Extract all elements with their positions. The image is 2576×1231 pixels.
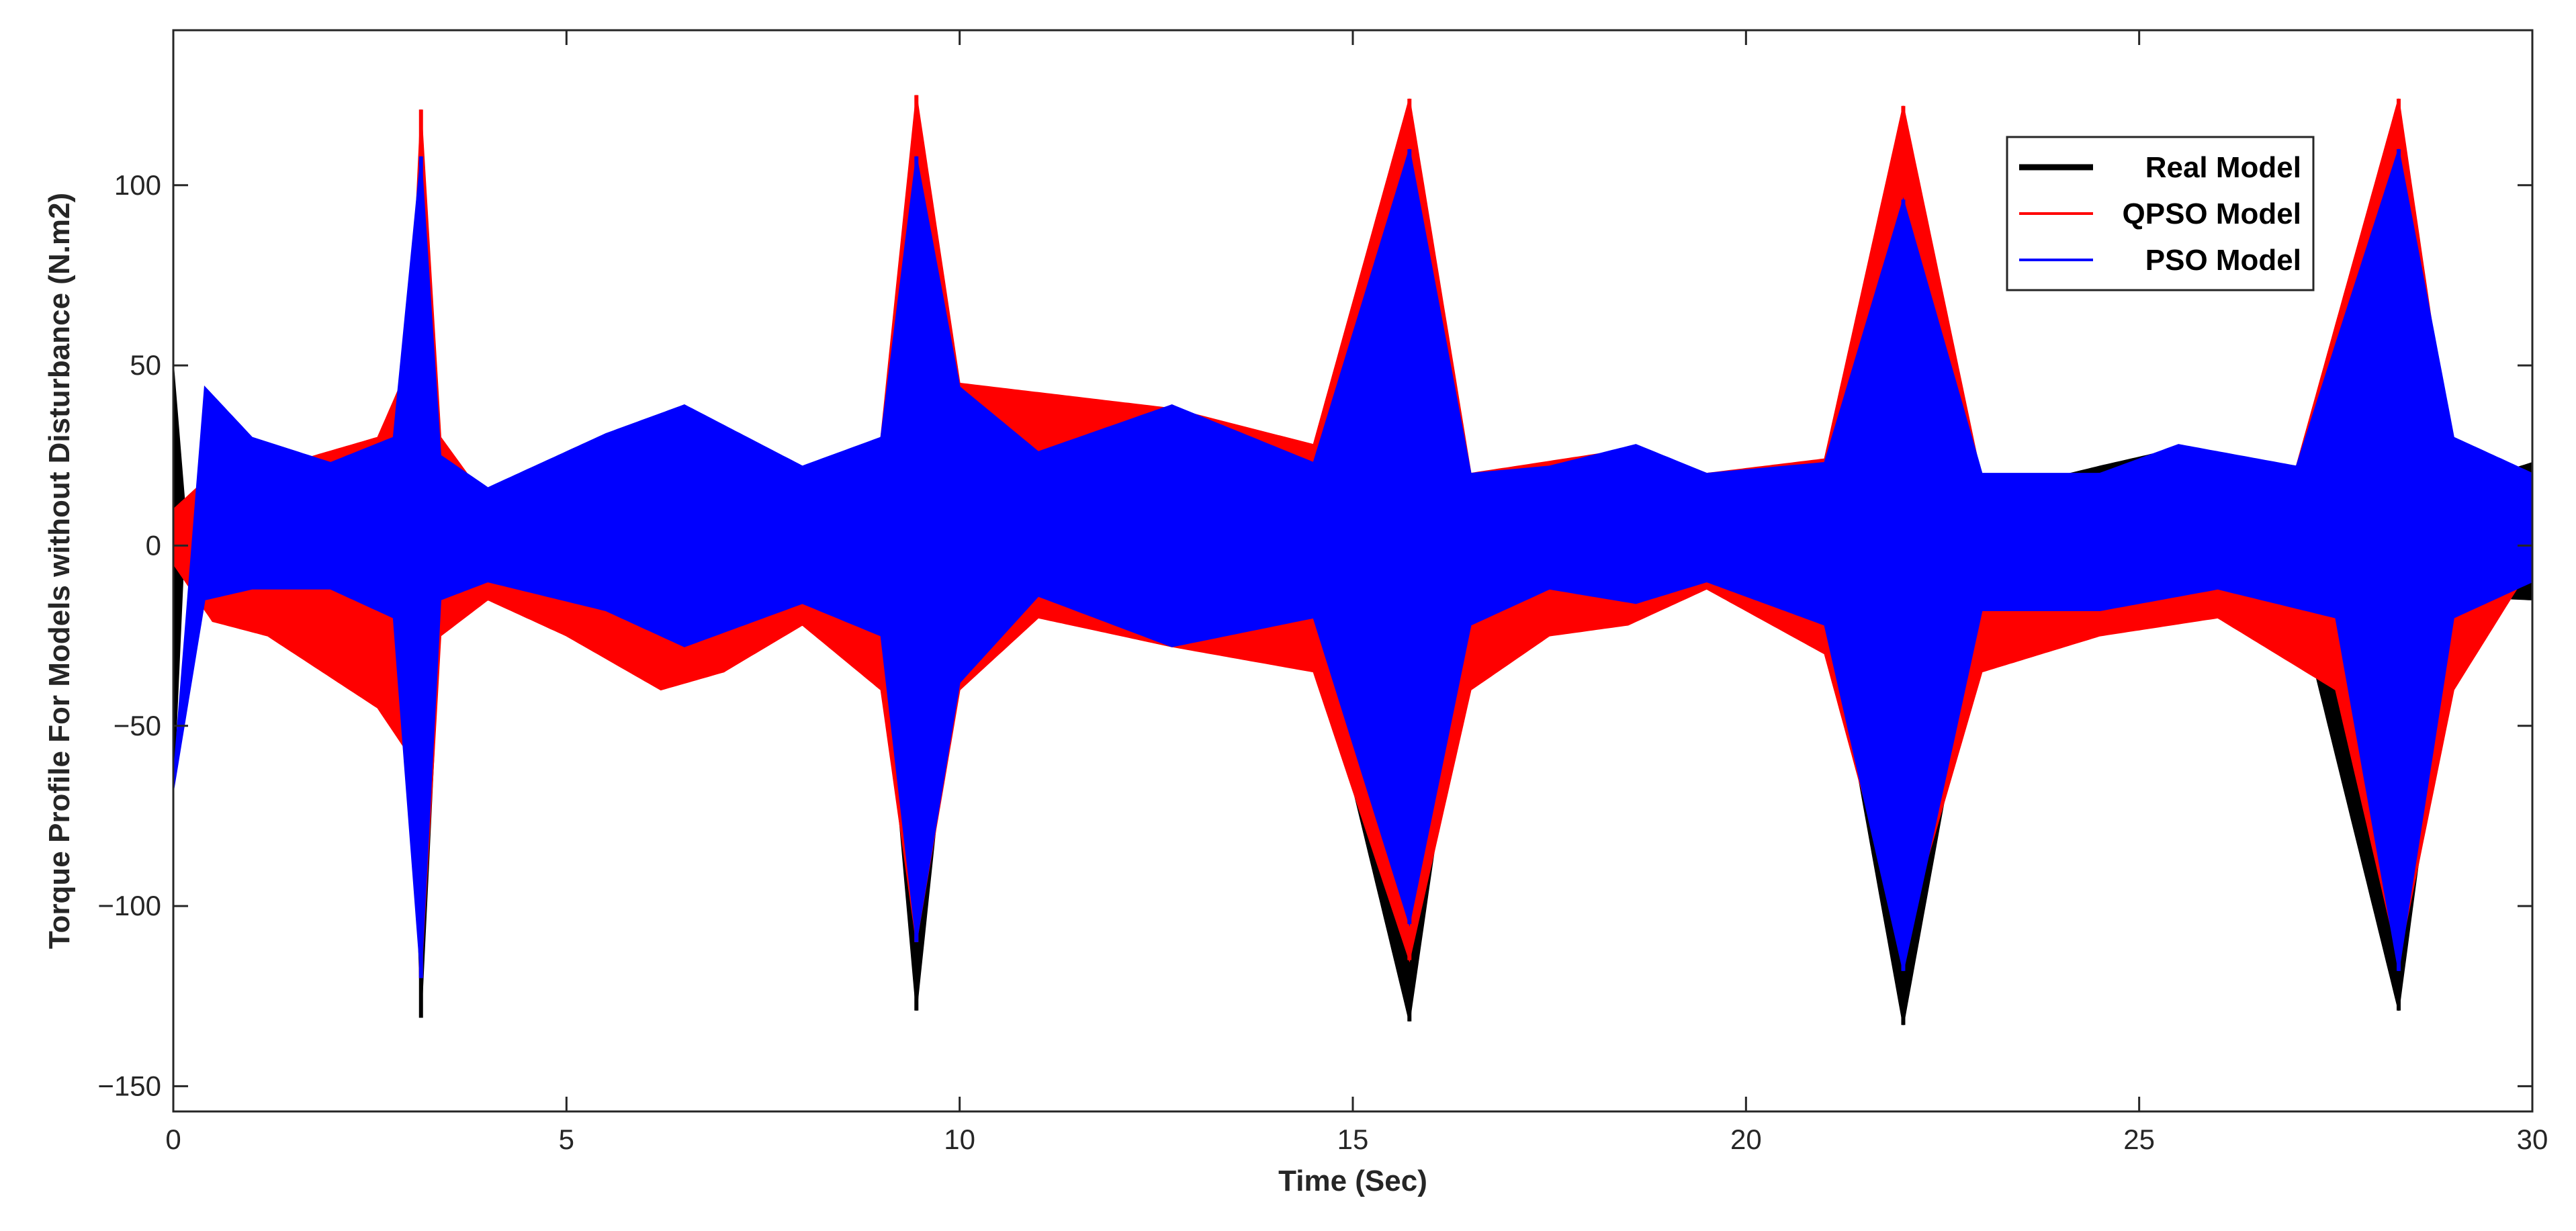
y-tick-label: −50 — [114, 710, 161, 741]
y-tick-label: 50 — [130, 349, 161, 381]
legend: Real Model QPSO Model PSO Model — [2006, 136, 2315, 291]
x-tick-label: 0 — [165, 1124, 181, 1155]
x-axis-label: Time (Sec) — [1278, 1165, 1427, 1197]
x-tick-label: 15 — [1337, 1124, 1369, 1155]
x-tick-label: 30 — [2517, 1124, 2548, 1155]
y-tick-label: −150 — [97, 1070, 161, 1101]
legend-label-pso-model: PSO Model — [2145, 244, 2301, 277]
x-axis-ticks: 0 5 10 15 20 25 30 — [165, 30, 2548, 1155]
legend-label-qpso-model: QPSO Model — [2123, 197, 2301, 230]
x-tick-label: 5 — [559, 1124, 574, 1155]
series-pso-model — [173, 148, 2533, 978]
x-tick-label: 10 — [944, 1124, 975, 1155]
x-tick-label: 25 — [2123, 1124, 2155, 1155]
y-tick-label: −100 — [97, 890, 161, 921]
series-layer — [173, 95, 2533, 1025]
y-tick-label: 0 — [146, 529, 161, 561]
legend-label-real-model: Real Model — [2145, 151, 2301, 184]
y-tick-label: 100 — [114, 169, 161, 201]
x-tick-label: 20 — [1730, 1124, 1762, 1155]
y-axis-ticks: −150 −100 −50 0 50 100 — [97, 169, 2532, 1101]
y-axis-label: Torque Profile For Models without Distur… — [43, 193, 76, 949]
